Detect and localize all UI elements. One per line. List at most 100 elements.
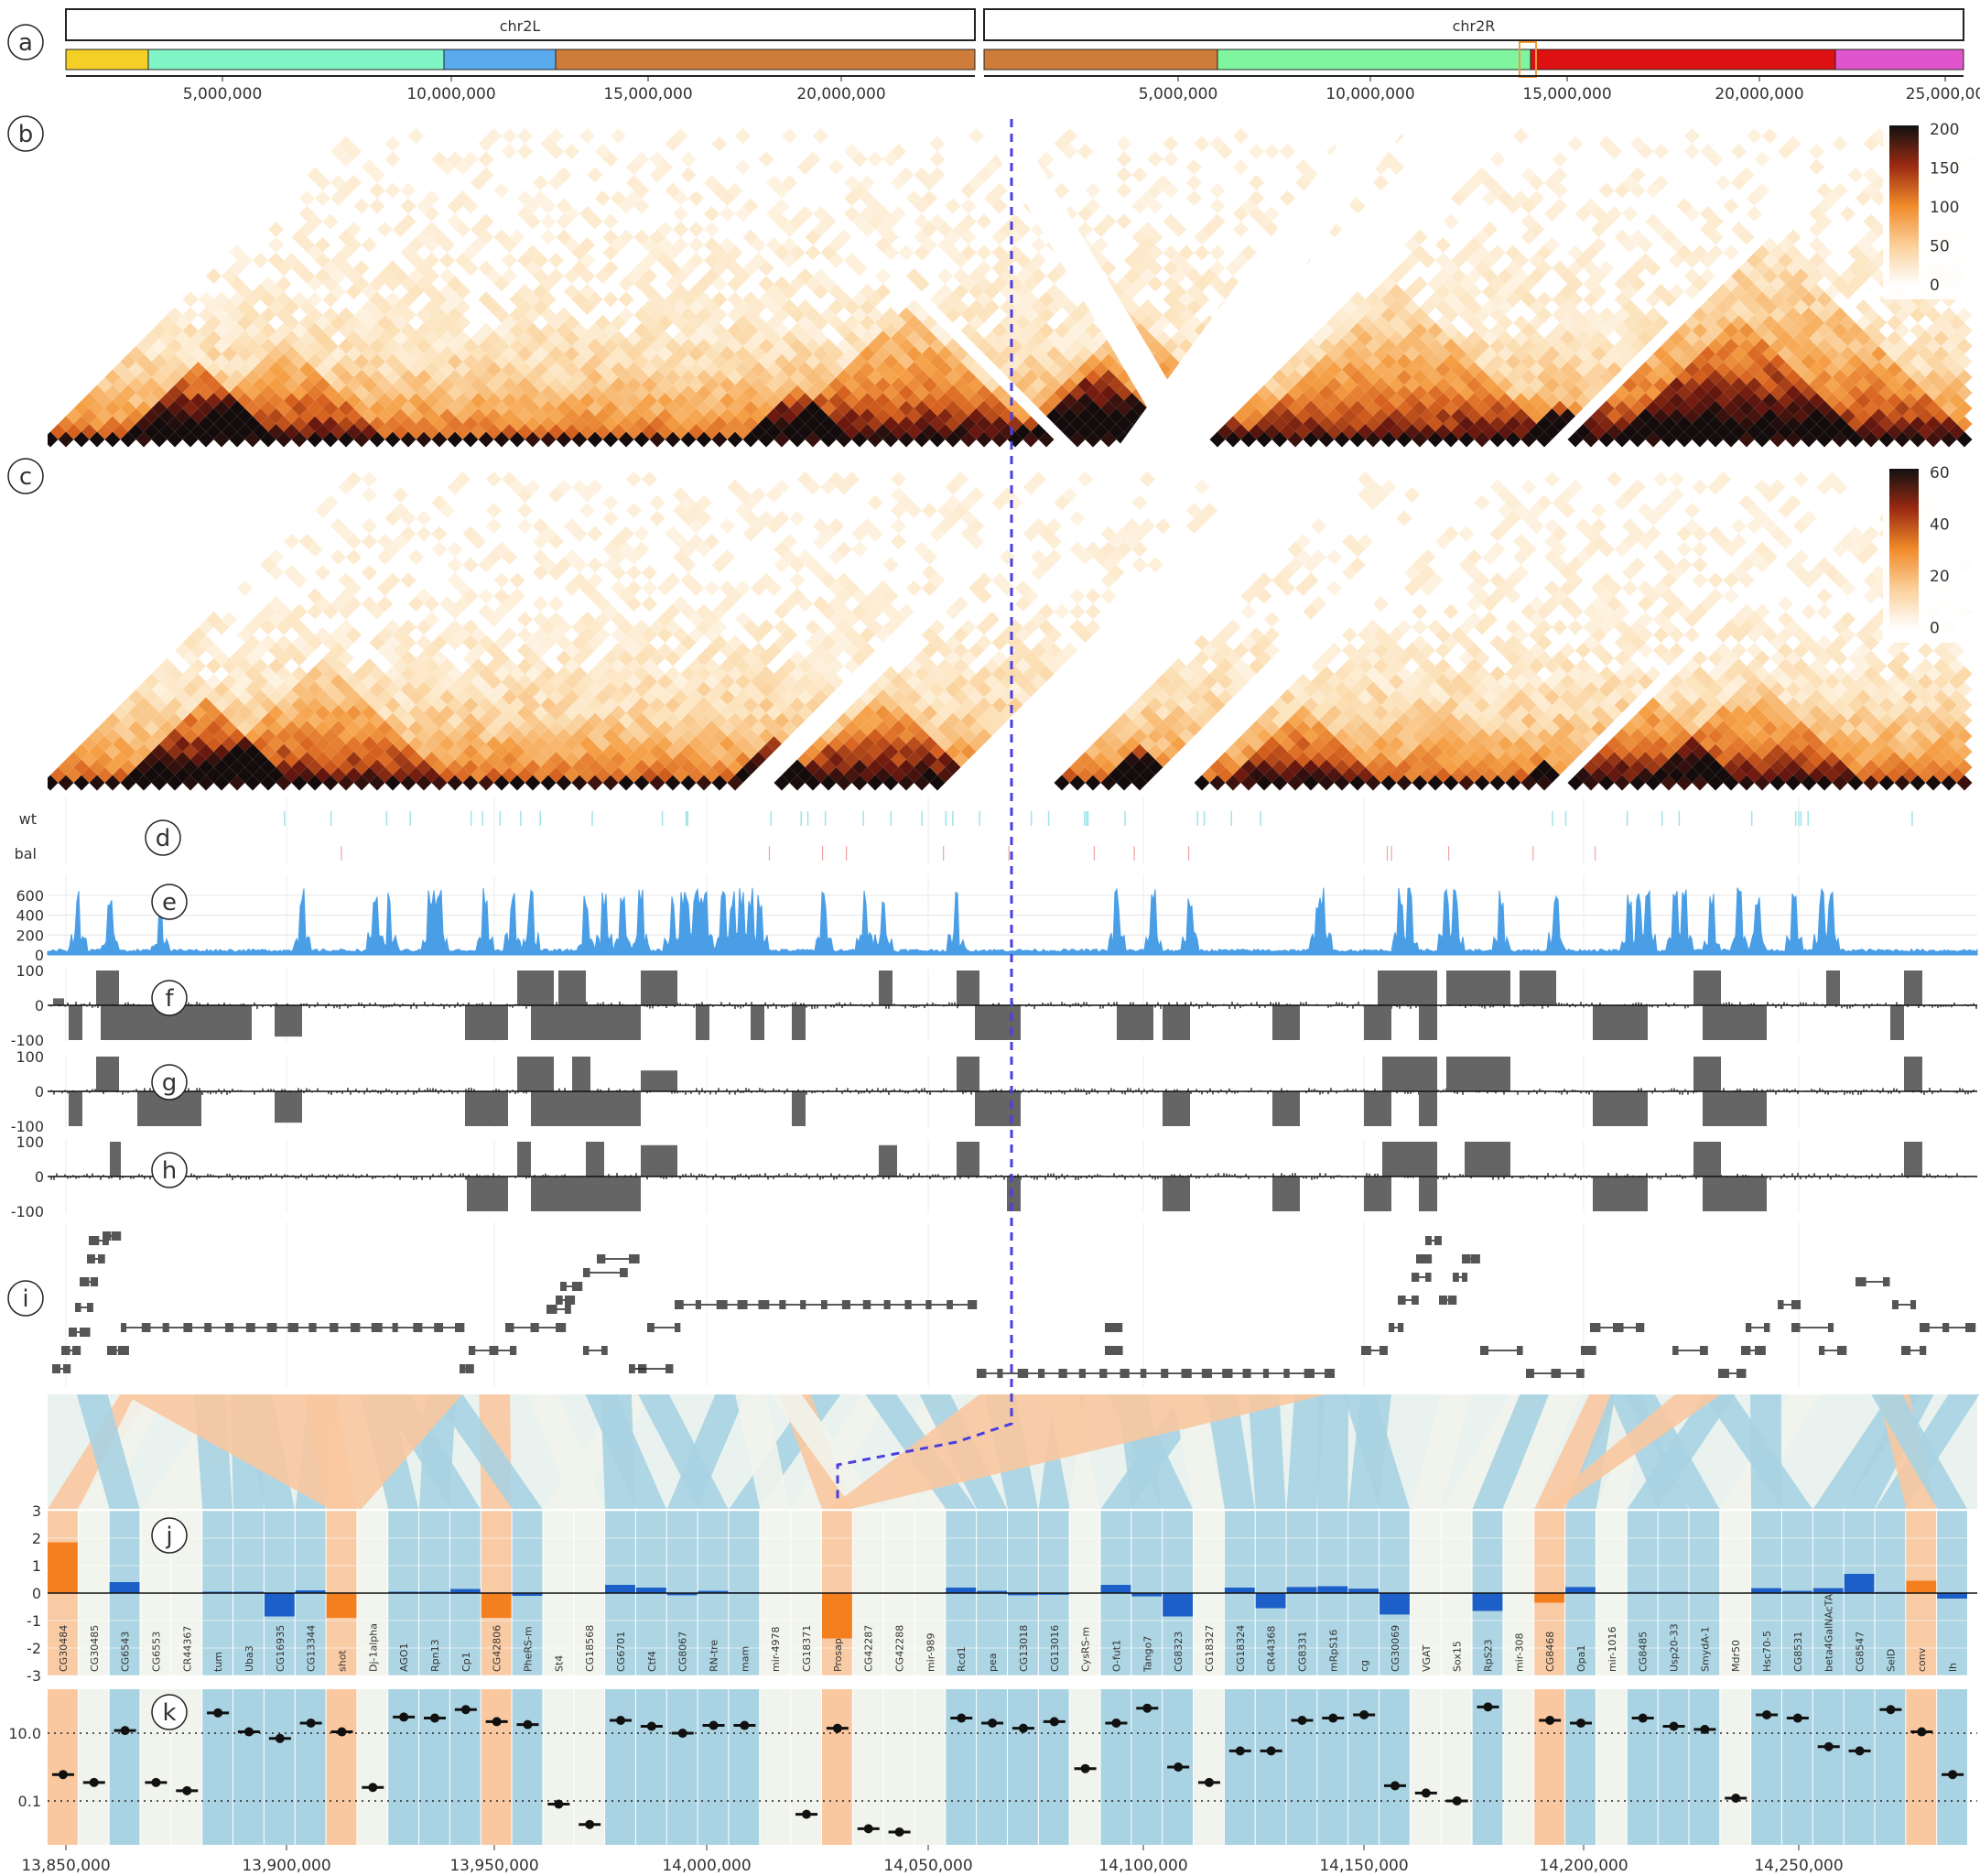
heatmap-cell <box>1186 175 1202 190</box>
heatmap-cell <box>1280 144 1295 159</box>
heatmap-cell <box>1054 603 1070 620</box>
heatmap-cell <box>1264 144 1280 159</box>
heatmap-cell <box>875 268 891 284</box>
heatmap-cell <box>1412 603 1428 620</box>
hic-heatmap-balancer <box>48 472 1973 791</box>
heatmap-cell <box>680 151 697 168</box>
heatmap-cell <box>805 244 821 261</box>
heatmap-cell <box>1249 144 1264 159</box>
heatmap-cell <box>1116 182 1132 199</box>
heatmap-cell <box>611 128 626 144</box>
heatmap-cell <box>502 253 517 268</box>
heatmap-cell <box>353 198 370 214</box>
heatmap-cell <box>384 136 401 152</box>
heatmap-cell <box>1847 167 1864 183</box>
heatmap-cell <box>758 151 774 168</box>
heatmap-cell <box>1552 151 1568 168</box>
chr2L-segment <box>147 49 445 70</box>
chr2L-box <box>65 8 976 41</box>
heatmap-cell <box>1567 619 1584 635</box>
heatmap-cell <box>735 128 751 144</box>
heatmap-cell <box>1373 175 1389 190</box>
heatmap-cell <box>1684 128 1700 144</box>
heatmap-cell <box>602 291 619 308</box>
chr2R-tick-label: 20,000,000 <box>1715 85 1803 103</box>
heatmap-cell <box>369 198 385 214</box>
heatmap-cell <box>362 237 377 253</box>
heatmap-cell <box>673 222 688 237</box>
heatmap-cell <box>400 182 417 199</box>
heatmap-cell <box>1085 182 1101 199</box>
heatmap-cell <box>1754 151 1770 168</box>
heatmap-cell <box>439 253 455 268</box>
heatmap-cell <box>1264 612 1280 627</box>
chr2R-tick-label: 10,000,000 <box>1325 85 1414 103</box>
chr2R-label: chr2R <box>1453 17 1496 35</box>
heatmap-cell <box>1489 151 1506 168</box>
heatmap-cell <box>929 151 946 168</box>
heatmap-cell <box>1194 244 1210 261</box>
heatmap-cell <box>384 182 401 199</box>
heatmap-cell <box>253 253 268 268</box>
heatmap-cell <box>540 213 557 230</box>
heatmap-cell <box>533 175 548 190</box>
heatmap-cell <box>688 190 704 206</box>
heatmap-cell <box>1622 206 1638 222</box>
chr2L-label: chr2L <box>500 17 541 35</box>
heatmap-cell <box>493 182 510 199</box>
heatmap-cell <box>618 291 634 308</box>
heatmap-cell <box>828 159 844 175</box>
heatmap-cell <box>322 213 339 230</box>
heatmap-cell <box>206 268 222 284</box>
heatmap-cell <box>1801 603 1817 620</box>
heatmap-cell <box>384 151 401 168</box>
chr2R-segment <box>1530 49 1836 70</box>
heatmap-cell <box>1731 144 1747 159</box>
heatmap-cell <box>1209 182 1226 199</box>
heatmap-cell <box>1762 128 1778 144</box>
heatmap-cell <box>1186 190 1202 206</box>
heatmap-cell <box>1085 603 1101 620</box>
chr2L-tick-label: 5,000,000 <box>183 85 263 103</box>
heatmap-cell <box>540 229 557 245</box>
heatmap-cell <box>704 222 720 237</box>
heatmap-cell <box>595 190 611 206</box>
chr2L-tick-label: 10,000,000 <box>406 85 495 103</box>
heatmap-cell <box>1209 244 1226 261</box>
hic-heatmap-wt <box>48 110 1973 449</box>
heatmap-cell <box>517 128 533 144</box>
heatmap-cell <box>867 151 883 168</box>
heatmap-cell <box>369 182 385 199</box>
heatmap-cell <box>602 213 619 230</box>
heatmap-cell <box>1552 619 1568 635</box>
heatmap-cell <box>587 167 603 183</box>
heatmap-cell <box>400 198 417 214</box>
heatmap-cell <box>1186 159 1202 175</box>
heatmap-cell <box>680 167 697 183</box>
chr2R-tick-label: 5,000,000 <box>1139 85 1218 103</box>
heatmap-cell <box>564 144 579 159</box>
heatmap-cell <box>1163 151 1179 168</box>
heatmap-cell <box>1031 237 1046 253</box>
heatmap-cell <box>1840 206 1856 222</box>
heatmap-cell <box>1567 136 1584 152</box>
heatmap-cell <box>315 190 330 206</box>
chr2R-segment <box>983 49 1218 70</box>
heatmap-cell <box>517 144 533 159</box>
chr2R-segment <box>1217 49 1531 70</box>
chr2R-box <box>983 8 1964 41</box>
heatmap-cell <box>1723 198 1739 214</box>
chr2R-tick-label: 25,000,00 <box>1906 85 1980 103</box>
chr2L-segment <box>443 49 557 70</box>
heatmap-cell <box>1163 136 1179 152</box>
heatmap-cell <box>1233 222 1249 237</box>
heatmap-cell <box>1194 136 1210 152</box>
heatmap-cell <box>408 128 424 144</box>
heatmap-cell <box>377 222 393 237</box>
heatmap-cell <box>1435 237 1451 253</box>
heatmap-cell <box>1747 128 1762 144</box>
heatmap-cell <box>502 144 517 159</box>
heatmap-cell <box>704 206 720 222</box>
heatmap-cell <box>1747 206 1762 222</box>
